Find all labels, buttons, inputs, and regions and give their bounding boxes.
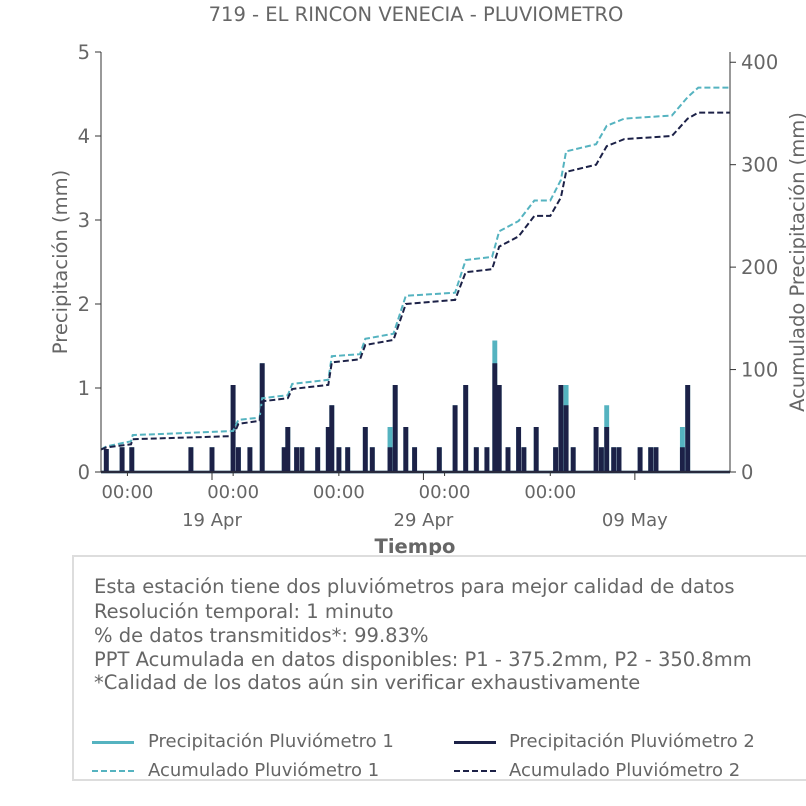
- series-line-accum-p2: [100, 111, 730, 451]
- x-tick-label-time: 00:00: [419, 482, 471, 503]
- legend-label-p1-accum: Acumulado Pluviómetro 1: [148, 760, 380, 781]
- legend-label-p1-precip: Precipitación Pluviómetro 1: [148, 731, 394, 752]
- x-tick-label-date: 29 Apr: [394, 510, 454, 531]
- y-axis-label-right: Acumulado Precipitación (mm): [786, 112, 806, 412]
- y-tick-label-right: 400: [741, 51, 778, 74]
- y-axis-label-left: Precipitación (mm): [49, 170, 72, 354]
- series-line-accum-p1: [100, 86, 730, 451]
- y-tick-label-left: 1: [78, 377, 90, 400]
- info-line-resolution: Resolución temporal: 1 minuto: [94, 600, 394, 623]
- legend-swatch-p1-precip: [92, 741, 134, 744]
- y-tick-label-right: 100: [741, 359, 778, 382]
- info-line-transmitted: % de datos transmitidos*: 99.83%: [94, 624, 429, 647]
- y-tick-label-left: 2: [78, 293, 90, 316]
- legend-label-p2-precip: Precipitación Pluviómetro 2: [509, 731, 755, 752]
- y-tick-label-left: 5: [78, 41, 90, 64]
- x-tick-label-time: 00:00: [101, 482, 153, 503]
- x-tick-label-time: 00:00: [207, 482, 259, 503]
- legend-swatch-p1-accum: [92, 770, 134, 772]
- y-tick-label-right: 200: [741, 256, 778, 279]
- info-line-stations: Esta estación tiene dos pluviómetros par…: [94, 575, 735, 598]
- axes: 0 1 2 3 4 5 0 100 200 300 400 00:00 00:00 00:00 00:00 0…: [78, 41, 779, 531]
- y-tick-label-left: 3: [78, 209, 90, 232]
- x-tick-label-time: 00:00: [524, 482, 576, 503]
- legend-label-p2-accum: Acumulado Pluviómetro 2: [509, 760, 741, 781]
- info-line-quality-note: *Calidad de los datos aún sin verificar …: [94, 671, 641, 694]
- legend-swatch-p2-precip: [454, 741, 496, 744]
- series-line-precip-p2: [101, 363, 730, 474]
- info-line-accumulated: PPT Acumulada en datos disponibles: P1 -…: [94, 648, 752, 671]
- y-tick-label-left: 4: [78, 125, 90, 148]
- y-tick-label-right: 300: [741, 154, 778, 177]
- info-box: Esta estación tiene dos pluviómetros par…: [72, 555, 806, 781]
- y-tick-label-left: 0: [78, 461, 90, 484]
- legend-swatch-p2-accum: [454, 770, 496, 772]
- x-tick-label-date: 09 May: [602, 510, 668, 531]
- y-tick-label-right: 0: [741, 461, 753, 484]
- chart-title: 719 - EL RINCON VENECIA - PLUVIOMETRO: [209, 3, 624, 26]
- x-tick-label-date: 19 Apr: [182, 510, 242, 531]
- precipitation-chart: 719 - EL RINCON VENECIA - PLUVIOMETRO 0 1…: [49, 3, 806, 558]
- plot-area: [100, 86, 730, 474]
- x-tick-label-time: 00:00: [313, 482, 365, 503]
- x-axis-label: Tiempo: [375, 535, 456, 558]
